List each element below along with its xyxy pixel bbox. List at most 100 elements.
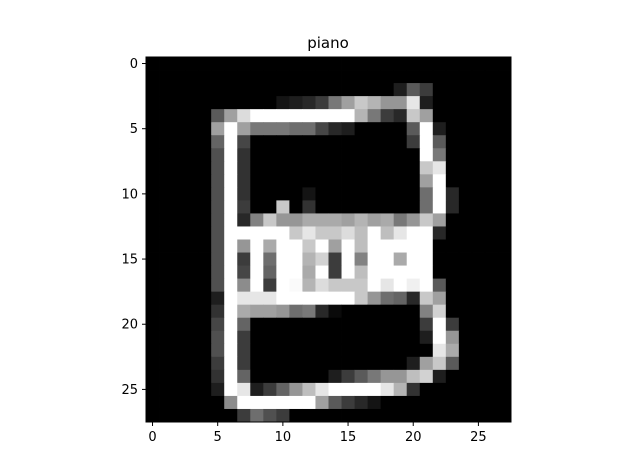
heatmap-cell — [471, 200, 486, 214]
heatmap-cell — [393, 161, 408, 175]
heatmap-cell — [263, 265, 277, 280]
heatmap-cell — [471, 395, 486, 410]
heatmap-cell — [146, 291, 160, 306]
heatmap-cell — [354, 57, 369, 71]
heatmap-cell — [172, 395, 186, 410]
heatmap-cell — [432, 265, 447, 280]
heatmap-cell — [302, 174, 316, 188]
heatmap-cell — [211, 395, 225, 410]
heatmap-cell — [276, 83, 290, 97]
heatmap-cell — [185, 83, 199, 97]
heatmap-cell — [484, 148, 499, 162]
heatmap-cell — [445, 304, 460, 319]
heatmap-cell — [198, 343, 212, 358]
heatmap-cell — [341, 369, 355, 384]
heatmap-cell — [250, 135, 264, 149]
heatmap-cell — [159, 161, 173, 175]
heatmap-cell — [497, 135, 512, 149]
heatmap-cell — [185, 187, 199, 201]
heatmap-cell — [289, 330, 303, 345]
heatmap-cell — [328, 161, 342, 175]
heatmap-cell — [471, 226, 486, 240]
heatmap-cell — [445, 239, 460, 253]
heatmap-cell — [185, 252, 199, 266]
heatmap-cell — [276, 213, 290, 227]
chart-title: piano — [307, 34, 349, 52]
heatmap-cell — [250, 252, 264, 266]
heatmap-cell — [497, 408, 512, 423]
heatmap-cell — [315, 317, 329, 332]
heatmap-cell — [237, 408, 251, 423]
heatmap-cell — [341, 278, 355, 293]
heatmap-cell — [302, 408, 316, 423]
heatmap-cell — [432, 57, 447, 71]
plot-frame — [145, 56, 512, 423]
heatmap-cell — [380, 109, 395, 123]
heatmap-cell — [406, 239, 421, 253]
heatmap-cell — [289, 343, 303, 358]
heatmap-cell — [224, 356, 238, 371]
heatmap-cell — [211, 213, 225, 227]
heatmap-cell — [211, 96, 225, 110]
heatmap-cell — [328, 317, 342, 332]
heatmap-cell — [367, 304, 382, 319]
heatmap-cell — [172, 356, 186, 371]
heatmap-cell — [185, 226, 199, 240]
heatmap-cell — [393, 304, 408, 319]
heatmap-cell — [237, 317, 251, 332]
heatmap-cell — [185, 369, 199, 384]
heatmap-cell — [289, 265, 303, 280]
heatmap-cell — [484, 226, 499, 240]
heatmap-cell — [471, 369, 486, 384]
heatmap-cell — [419, 200, 434, 214]
heatmap-cell — [172, 109, 186, 123]
heatmap-cell — [159, 343, 173, 358]
heatmap-cell — [159, 187, 173, 201]
heatmap-cell — [484, 122, 499, 136]
heatmap-cell — [276, 161, 290, 175]
heatmap-cell — [237, 369, 251, 384]
heatmap-cell — [445, 252, 460, 266]
heatmap-cell — [432, 369, 447, 384]
heatmap-cell — [198, 304, 212, 319]
heatmap-cell — [172, 291, 186, 306]
heatmap-cell — [172, 187, 186, 201]
heatmap-cell — [354, 343, 369, 358]
heatmap-cell — [315, 239, 329, 253]
heatmap-cell — [263, 343, 277, 358]
heatmap-cell — [406, 343, 421, 358]
heatmap-cell — [315, 135, 329, 149]
heatmap-cell — [159, 200, 173, 214]
heatmap-cell — [250, 265, 264, 280]
heatmap-cell — [185, 291, 199, 306]
heatmap-cell — [367, 109, 382, 123]
heatmap-cell — [367, 252, 382, 266]
heatmap-cell — [458, 291, 473, 306]
heatmap-cell — [445, 356, 460, 371]
heatmap-cell — [341, 356, 355, 371]
heatmap-cell — [328, 265, 342, 280]
heatmap-cell — [484, 96, 499, 110]
y-tick-label: 0 — [130, 57, 138, 72]
heatmap-cell — [458, 148, 473, 162]
heatmap-cell — [341, 96, 355, 110]
heatmap-cell — [211, 57, 225, 71]
heatmap-cell — [419, 57, 434, 71]
heatmap-cell — [471, 330, 486, 345]
heatmap-cell — [146, 356, 160, 371]
heatmap-cell — [458, 395, 473, 410]
heatmap-cell — [367, 343, 382, 358]
heatmap-cell — [419, 408, 434, 423]
heatmap-cell — [497, 291, 512, 306]
heatmap-cell — [250, 395, 264, 410]
heatmap-cell — [406, 109, 421, 123]
heatmap-cell — [497, 213, 512, 227]
heatmap-cell — [341, 135, 355, 149]
heatmap-cell — [354, 213, 369, 227]
heatmap-cell — [276, 265, 290, 280]
heatmap-cell — [354, 356, 369, 371]
heatmap-cell — [159, 278, 173, 293]
heatmap-cell — [224, 174, 238, 188]
heatmap-cell — [458, 70, 473, 84]
heatmap-cell — [432, 278, 447, 293]
